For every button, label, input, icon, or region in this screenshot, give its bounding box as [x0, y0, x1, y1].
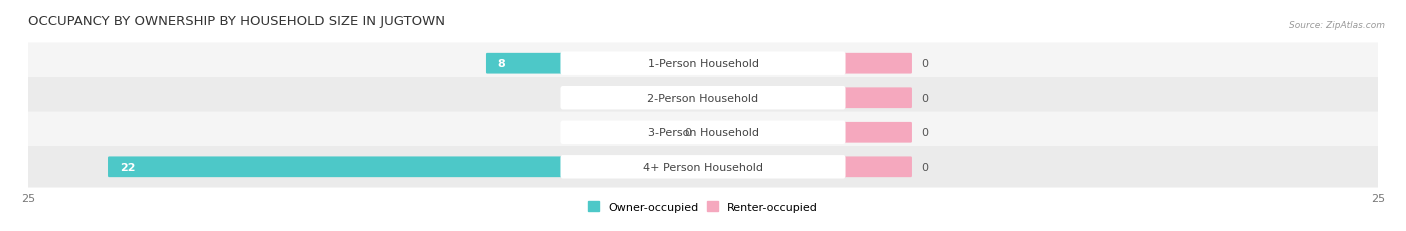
Text: 5: 5: [579, 93, 586, 103]
Text: OCCUPANCY BY OWNERSHIP BY HOUSEHOLD SIZE IN JUGTOWN: OCCUPANCY BY OWNERSHIP BY HOUSEHOLD SIZE…: [28, 15, 446, 28]
Text: 22: 22: [120, 162, 135, 172]
FancyBboxPatch shape: [842, 122, 912, 143]
FancyBboxPatch shape: [693, 122, 704, 143]
FancyBboxPatch shape: [25, 78, 1381, 119]
FancyBboxPatch shape: [561, 121, 845, 144]
FancyBboxPatch shape: [567, 88, 704, 109]
Text: 0: 0: [922, 93, 928, 103]
Text: 1-Person Household: 1-Person Household: [648, 59, 758, 69]
Text: 3-Person Household: 3-Person Household: [648, 128, 758, 138]
Text: 8: 8: [498, 59, 506, 69]
Text: 0: 0: [922, 162, 928, 172]
Legend: Owner-occupied, Renter-occupied: Owner-occupied, Renter-occupied: [583, 197, 823, 216]
Text: 2-Person Household: 2-Person Household: [647, 93, 759, 103]
Text: 0: 0: [922, 128, 928, 138]
FancyBboxPatch shape: [561, 155, 845, 179]
FancyBboxPatch shape: [25, 146, 1381, 188]
Text: 4+ Person Household: 4+ Person Household: [643, 162, 763, 172]
FancyBboxPatch shape: [561, 87, 845, 110]
FancyBboxPatch shape: [108, 157, 704, 177]
FancyBboxPatch shape: [561, 52, 845, 76]
FancyBboxPatch shape: [25, 43, 1381, 85]
FancyBboxPatch shape: [842, 157, 912, 177]
FancyBboxPatch shape: [842, 88, 912, 109]
FancyBboxPatch shape: [25, 112, 1381, 153]
Text: 0: 0: [922, 59, 928, 69]
FancyBboxPatch shape: [842, 54, 912, 74]
Text: Source: ZipAtlas.com: Source: ZipAtlas.com: [1289, 21, 1385, 30]
Text: 0: 0: [683, 128, 690, 138]
FancyBboxPatch shape: [486, 54, 704, 74]
